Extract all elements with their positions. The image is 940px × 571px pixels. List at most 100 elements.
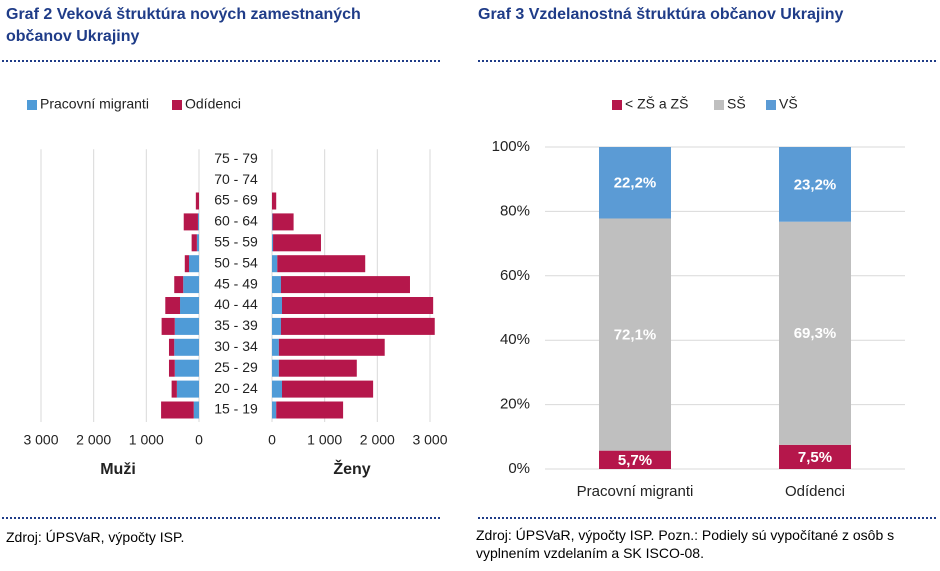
bar [183, 213, 198, 231]
category-label: 20 - 24 [214, 380, 258, 396]
bar [282, 380, 374, 398]
x-tick-label: 2 000 [360, 432, 395, 448]
legend-swatch [612, 100, 622, 110]
bar [272, 297, 283, 314]
category-label: 65 - 69 [214, 192, 258, 208]
x-tick-label: Odídenci [785, 483, 845, 500]
x-tick-label: 1 000 [129, 432, 164, 448]
y-tick-label: 40% [500, 331, 530, 348]
bar [195, 192, 199, 210]
bar [168, 338, 175, 356]
x-tick-label: 1 000 [307, 432, 342, 448]
data-label: 72,1% [614, 327, 657, 344]
legend-swatch [27, 100, 37, 110]
bar [197, 213, 199, 231]
legend-swatch [766, 100, 776, 110]
y-tick-label: 20% [500, 396, 530, 413]
bar [174, 276, 184, 294]
bar [193, 401, 199, 419]
legend-label: VŠ [779, 96, 798, 112]
bar [272, 401, 277, 419]
bar [174, 359, 199, 377]
bar [272, 380, 283, 398]
bar [165, 297, 181, 314]
bar [272, 213, 294, 231]
bar [174, 338, 199, 356]
bar [280, 317, 435, 335]
bar [176, 380, 199, 398]
bar [161, 401, 194, 419]
category-label: 40 - 44 [214, 296, 258, 312]
bar [779, 147, 851, 222]
x-tick-label: 2 000 [76, 432, 111, 448]
category-label: 70 - 74 [214, 171, 258, 187]
source-note: Zdroj: ÚPSVaR, výpočty ISP. [6, 529, 185, 545]
x-tick-label: 0 [268, 432, 276, 448]
bar [599, 450, 671, 469]
bar [779, 444, 851, 469]
legend-label: < ZŠ a ZŠ [625, 96, 688, 112]
data-label: 7,5% [798, 449, 832, 466]
data-label: 22,2% [614, 175, 657, 192]
data-label: 69,3% [794, 325, 837, 342]
category-label: 35 - 39 [214, 317, 258, 333]
chart-title: Graf 2 Veková štruktúra nových zamestnan… [6, 6, 361, 45]
bar [183, 276, 199, 294]
bar [171, 380, 177, 398]
legend-label: Odídenci [185, 96, 241, 112]
bar [272, 276, 281, 294]
bar [280, 276, 410, 294]
bar [278, 359, 357, 377]
bar [184, 255, 189, 273]
bar [272, 255, 278, 273]
source-note: Zdroj: ÚPSVaR, výpočty ISP. Pozn.: Podie… [476, 527, 895, 561]
bar [196, 234, 199, 252]
axis-label: Muži [100, 461, 136, 478]
y-tick-label: 100% [492, 138, 530, 155]
category-label: 50 - 54 [214, 254, 258, 270]
x-tick-label: Pracovní migranti [577, 483, 694, 500]
legend-swatch [172, 100, 182, 110]
legend-swatch [714, 100, 724, 110]
bar [282, 297, 434, 314]
category-label: 15 - 19 [214, 401, 258, 417]
category-label: 45 - 49 [214, 275, 258, 291]
bar [168, 359, 175, 377]
bar [161, 317, 175, 335]
bar [277, 255, 366, 273]
category-label: 75 - 79 [214, 150, 258, 166]
bar [272, 192, 277, 210]
bar [779, 221, 851, 445]
x-tick-label: 3 000 [23, 432, 58, 448]
y-tick-label: 80% [500, 202, 530, 219]
bar [272, 213, 273, 231]
data-label: 23,2% [794, 176, 837, 193]
bar [272, 234, 274, 252]
bar [599, 147, 671, 219]
bar [272, 338, 279, 356]
category-label: 55 - 59 [214, 234, 258, 250]
bar [273, 234, 321, 252]
legend-label: Pracovní migranti [40, 96, 149, 112]
bar [180, 297, 199, 314]
category-label: 60 - 64 [214, 213, 258, 229]
legend-label: SŠ [727, 96, 746, 112]
bar [278, 338, 385, 356]
bar [188, 255, 199, 273]
bar [276, 401, 344, 419]
axis-label: Ženy [333, 459, 370, 478]
bar [191, 234, 197, 252]
x-tick-label: 0 [195, 432, 203, 448]
y-tick-label: 0% [508, 460, 530, 477]
bar [272, 317, 281, 335]
bar [174, 317, 199, 335]
chart-title: Graf 3 Vzdelanostná štruktúra občanov Uk… [478, 6, 844, 23]
x-tick-label: 3 000 [412, 432, 447, 448]
bar [272, 359, 279, 377]
category-label: 25 - 29 [214, 359, 258, 375]
data-label: 5,7% [618, 452, 652, 469]
bar [599, 218, 671, 451]
y-tick-label: 60% [500, 267, 530, 284]
